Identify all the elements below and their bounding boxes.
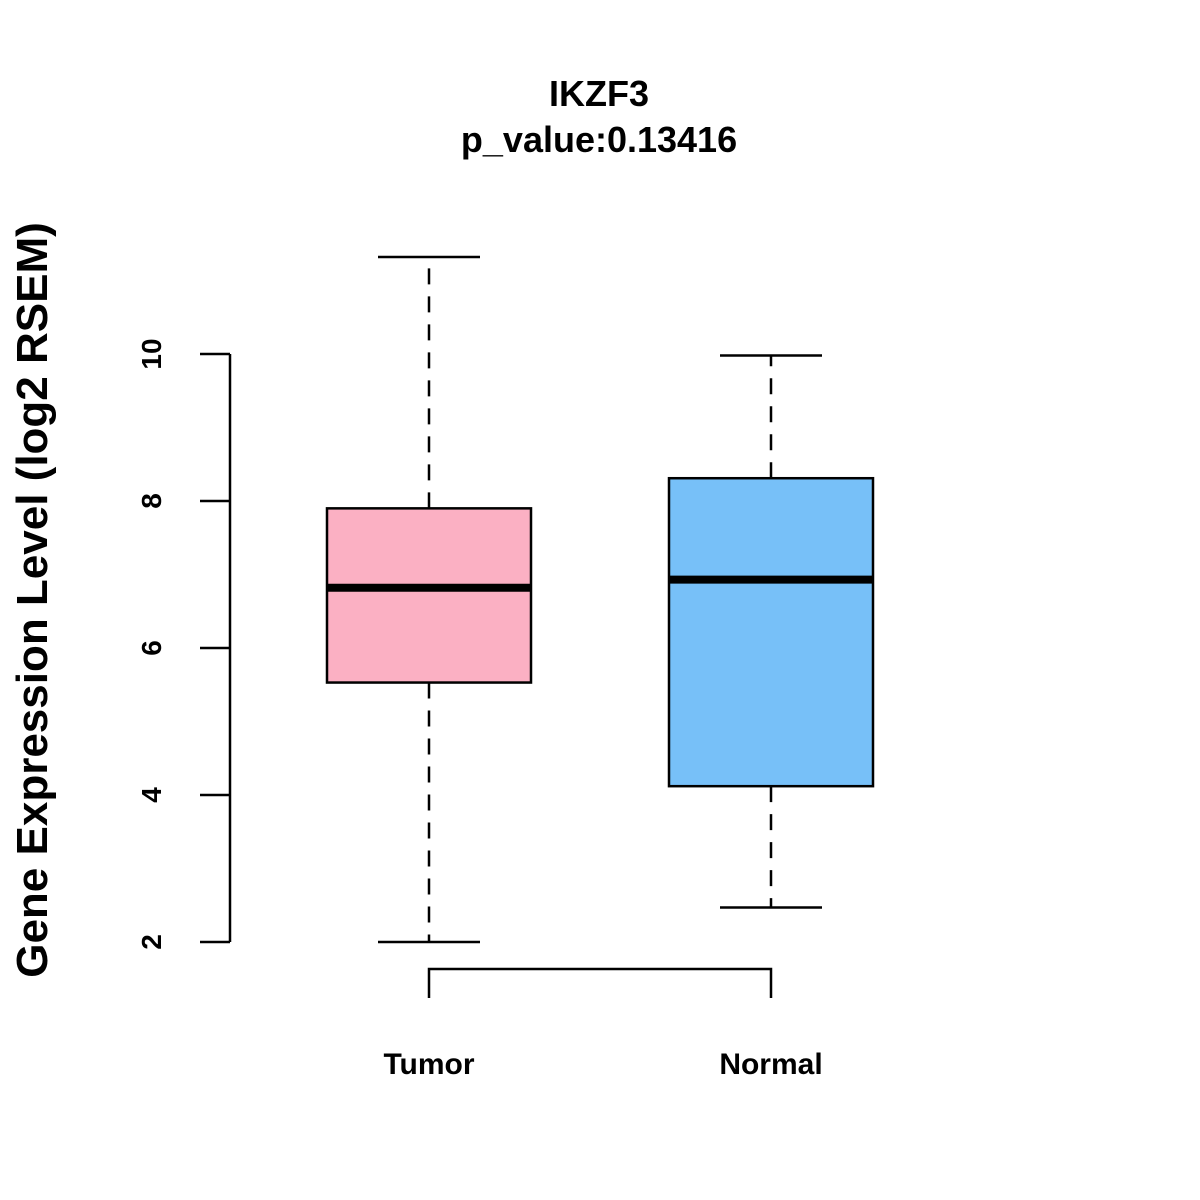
chart-title: IKZF3: [549, 73, 649, 114]
category-label-normal: Normal: [719, 1048, 822, 1081]
y-tick-label: 8: [136, 493, 167, 509]
chart-subtitle: p_value:0.13416: [461, 119, 737, 160]
y-tick-label: 4: [136, 787, 167, 803]
y-tick-label: 6: [136, 640, 167, 656]
y-tick-label: 10: [136, 338, 167, 369]
y-tick-label: 2: [136, 934, 167, 950]
comparison-bracket: [427, 967, 773, 998]
category-label-tumor: Tumor: [383, 1048, 474, 1081]
bracket-line: [427, 967, 773, 998]
y-axis-label: Gene Expression Level (log2 RSEM): [8, 222, 57, 978]
category-labels: Tumor Normal: [383, 1048, 822, 1081]
y-axis: 2 4 6 8 10: [136, 338, 232, 950]
boxes-group: [325, 255, 875, 944]
iqr-box: [667, 476, 875, 788]
box-normal: [667, 354, 875, 909]
iqr-box: [325, 507, 533, 684]
box-tumor: [325, 255, 533, 944]
